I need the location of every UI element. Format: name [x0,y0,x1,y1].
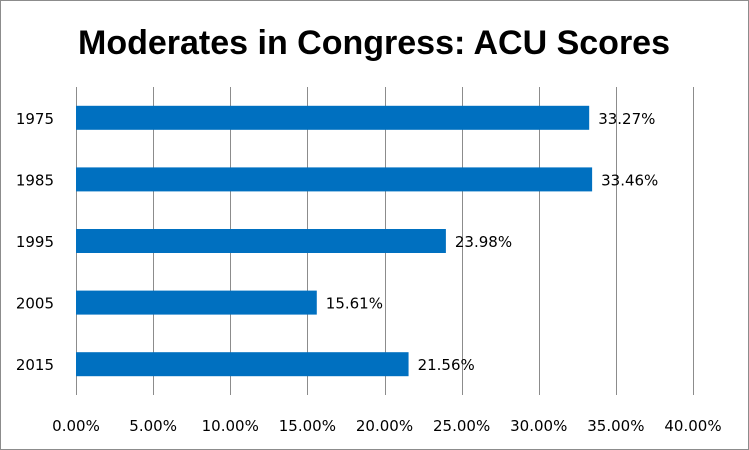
category-label-1985: 1985 [16,171,54,189]
category-labels: 1975 1985 1995 2005 2015 [16,110,54,374]
x-tick-label: 0.00% [52,417,100,435]
x-tick-label: 20.00% [356,417,413,435]
bar-2015 [76,352,409,377]
category-label-1975: 1975 [16,110,54,128]
x-tick-label: 10.00% [202,417,259,435]
x-tick-label: 40.00% [664,417,721,435]
x-tick-label: 15.00% [279,417,336,435]
value-label-1975: 33.27% [598,110,655,128]
value-label-1985: 33.46% [601,171,658,189]
x-tick-label: 5.00% [129,417,177,435]
bar-1975 [76,105,590,130]
x-tick-label: 35.00% [587,417,644,435]
category-label-2005: 2005 [16,295,54,313]
value-label-2005: 15.61% [326,295,383,313]
x-axis-tick-labels: 0.00% 5.00% 10.00% 15.00% 20.00% 25.00% 30.00%… [52,417,721,435]
category-label-1995: 1995 [16,233,54,251]
bar-1985 [76,167,593,192]
bar-2005 [76,290,317,315]
value-labels: 33.27% 33.46% 23.98% 15.61% 21.56% [326,110,659,374]
x-tick-label: 25.00% [433,417,490,435]
x-tick-label: 30.00% [510,417,567,435]
value-label-1995: 23.98% [455,233,512,251]
value-label-2015: 21.56% [418,356,475,374]
bars [76,105,593,377]
category-label-2015: 2015 [16,356,54,374]
bar-1995 [76,229,446,253]
chart-title: Moderates in Congress: ACU Scores [78,24,670,62]
